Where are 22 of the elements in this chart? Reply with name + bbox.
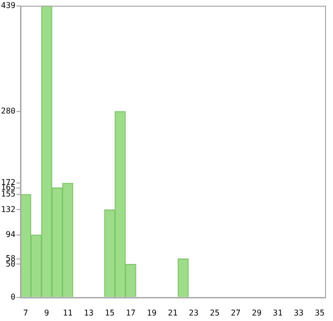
x-tick-label: 11 (62, 308, 73, 318)
x-tick-label: 33 (294, 308, 304, 318)
x-tick-label: 35 (314, 308, 325, 318)
y-tick-label: 155 (0, 190, 16, 199)
x-tick-label: 23 (188, 308, 199, 318)
x-tick-label: 21 (168, 308, 178, 318)
x-tick-label: 19 (146, 308, 157, 318)
x-tick-label: 13 (84, 308, 94, 318)
x-tick-label: 7 (23, 308, 28, 318)
x-tick-label: 9 (44, 308, 50, 318)
y-tick-label: 280 (0, 106, 16, 116)
y-tick-label: 0 (10, 292, 16, 302)
y-tick-label: 94 (6, 230, 16, 240)
x-tick-label: 31 (272, 308, 283, 318)
x-tick-label: 29 (252, 308, 262, 318)
y-tick-label: 58 (6, 254, 16, 263)
y-tick-label: 132 (0, 204, 16, 214)
x-tick-label: 15 (104, 308, 115, 318)
x-tick-label: 17 (126, 308, 136, 318)
x-tick-label: 25 (210, 308, 220, 318)
x-tick-label: 27 (230, 308, 241, 318)
y-tick-label: 439 (0, 0, 16, 10)
